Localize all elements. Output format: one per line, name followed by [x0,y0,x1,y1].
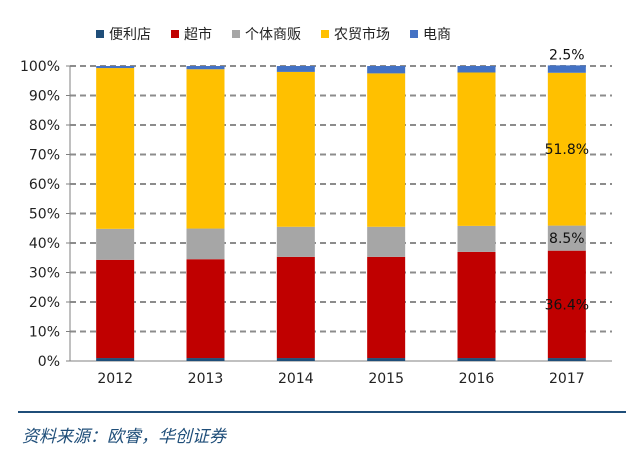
legend-item: 个体商贩 [232,24,301,44]
bar-segment [457,72,496,226]
y-tick-label: 80% [29,118,60,134]
bar-segment [367,256,406,359]
x-tick-label: 2013 [188,371,224,387]
bar-segment [547,250,586,359]
y-tick-label: 50% [29,207,60,223]
bar-segment [186,228,225,260]
bar-segment [186,66,225,70]
bar-segment [276,66,315,72]
bar-segment [367,358,406,361]
legend-item: 农贸市场 [321,24,390,44]
y-tick-label: 0% [38,354,60,370]
bar-segment [367,226,406,257]
legend-label: 农贸市场 [334,27,390,43]
data-label: 36.4% [545,297,589,313]
bar-segment [96,228,135,260]
x-tick-label: 2014 [278,371,314,387]
legend-item: 电商 [410,24,451,44]
y-tick-label: 90% [29,89,60,105]
x-tick-label: 2016 [459,371,495,387]
bar-segment [186,69,225,229]
bar-segment [457,251,496,359]
bar-segment [186,358,225,361]
bar-segment [96,259,135,359]
bar-segment [276,71,315,227]
x-tick-label: 2017 [549,371,585,387]
x-tick-label: 2012 [97,371,133,387]
y-tick-label: 40% [29,236,60,252]
bar-segment [457,358,496,361]
source-note: 资料来源：欧睿，华创证券 [22,427,226,447]
legend-item: 超市 [171,24,212,44]
bar-segment [547,358,586,361]
bar-segment [96,68,135,229]
legend-label: 便利店 [109,27,151,43]
legend-swatch [232,30,240,38]
bar-segment [276,226,315,257]
legend-label: 个体商贩 [245,27,301,43]
y-tick-label: 20% [29,295,60,311]
bar-segment [547,72,586,226]
x-tick-label: 2015 [368,371,404,387]
bar-segment [367,73,406,227]
legend-swatch [96,30,104,38]
legend-swatch [321,30,329,38]
data-label: 51.8% [545,142,589,158]
bar-segment [367,66,406,74]
bar-segment [276,256,315,359]
legend-item: 便利店 [96,24,151,44]
bar-segment [96,66,135,69]
chart-legend: 便利店 超市 个体商贩 农贸市场 电商 [96,24,451,44]
data-label: 2.5% [549,47,585,63]
bar-segment [547,225,586,251]
bar-segment [457,225,496,252]
y-tick-label: 70% [29,148,60,164]
stacked-bar-chart: 0% 10% 20% 30% 40% 50% 60% 70% 80% 90% 100% 2012 201… [20,47,612,387]
y-tick-label: 10% [29,325,60,341]
bar-segment [457,66,496,73]
bar-segment [276,358,315,361]
data-label: 8.5% [549,231,585,247]
legend-label: 电商 [423,27,451,43]
bar-segment [186,259,225,359]
y-tick-label: 60% [29,177,60,193]
bar-segment [547,65,586,73]
legend-label: 超市 [184,27,212,43]
legend-swatch [171,30,179,38]
legend-swatch [410,30,418,38]
source-divider [18,411,626,413]
y-tick-label: 30% [29,266,60,282]
y-tick-label: 100% [20,59,60,75]
bar-segment [96,358,135,361]
